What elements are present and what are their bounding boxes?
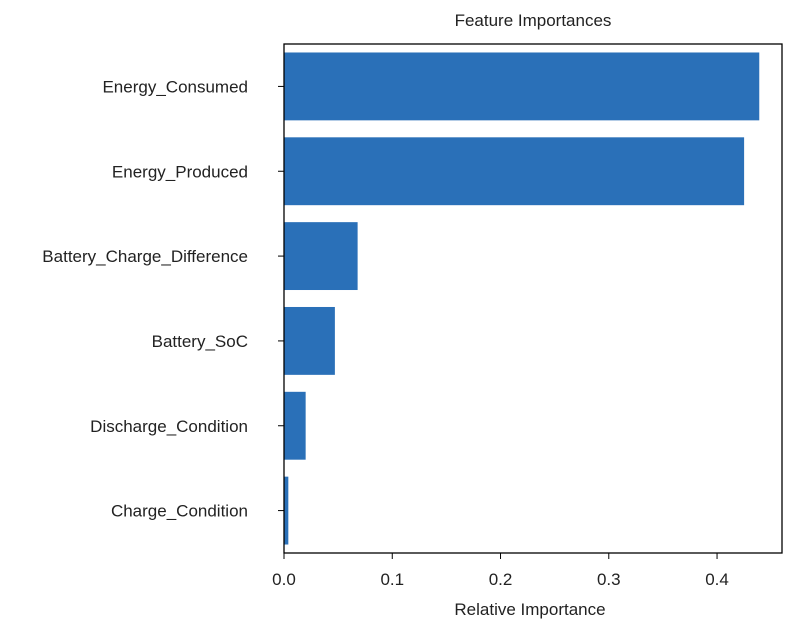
x-tick-label: 0.0: [272, 570, 296, 589]
bar-battery-soc: [284, 306, 335, 375]
x-ticks: 0.0 0.1 0.2 0.3 0.4: [272, 553, 729, 589]
y-tick-labels: Energy_Consumed Energy_Produced Battery_Ch…: [42, 77, 284, 521]
x-tick-label: 0.3: [597, 570, 621, 589]
y-tick-label: Energy_Produced: [112, 162, 248, 181]
x-tick-label: 0.2: [489, 570, 513, 589]
x-axis-label: Relative Importance: [454, 600, 605, 619]
plot-frame: [283, 43, 783, 554]
x-tick-label: 0.4: [705, 570, 729, 589]
bar-energy-consumed: [284, 52, 760, 121]
bar-battery-charge-difference: [284, 222, 358, 291]
chart-title: Feature Importances: [455, 11, 612, 30]
y-tick-label: Energy_Consumed: [102, 77, 248, 96]
y-tick-label: Battery_SoC: [152, 332, 248, 351]
y-tick-label: Discharge_Condition: [90, 417, 248, 436]
bar-charge-condition: [284, 476, 289, 545]
bar-discharge-condition: [284, 391, 306, 460]
bar-energy-produced: [284, 137, 745, 206]
y-tick-label: Charge_Condition: [111, 502, 248, 521]
bars-group: [284, 52, 760, 545]
x-tick-label: 0.1: [380, 570, 404, 589]
y-tick-label: Battery_Charge_Difference: [42, 247, 248, 266]
